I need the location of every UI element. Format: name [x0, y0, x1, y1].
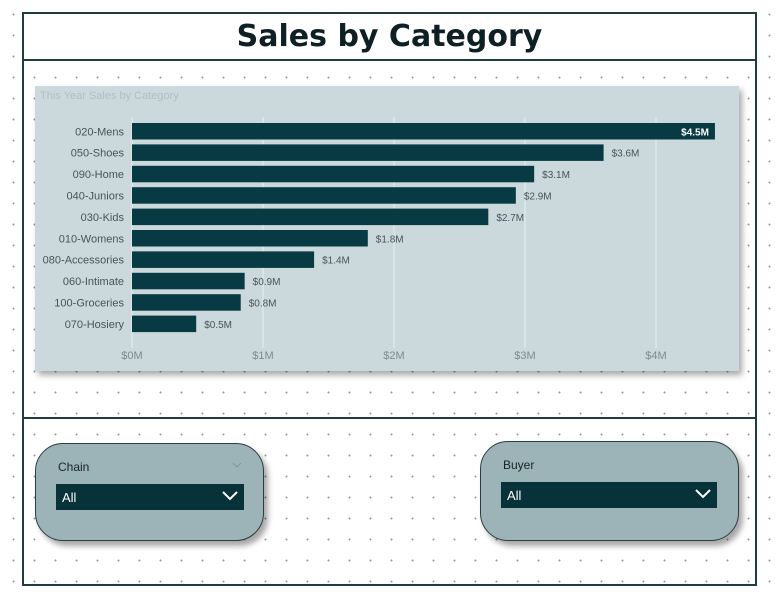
page-title: Sales by Category [236, 19, 543, 54]
divider-bottom [22, 417, 757, 419]
category-label: 090-Home [73, 169, 124, 181]
category-label: 030-Kids [81, 212, 125, 224]
bar[interactable] [132, 230, 368, 247]
category-label: 070-Hosiery [65, 319, 125, 331]
bar-chart-visual[interactable]: This Year Sales by Category 020-Mens $4.5… [35, 86, 739, 371]
data-label: $2.7M [496, 213, 524, 224]
chain-slicer-label: Chain [58, 460, 90, 474]
buyer-dropdown-value: All [507, 487, 522, 503]
data-label: $0.8M [249, 298, 277, 309]
x-tick-label: $0M [121, 350, 142, 362]
data-label: $2.9M [524, 191, 552, 202]
bar[interactable] [132, 208, 489, 226]
data-label: $1.8M [376, 234, 404, 245]
buyer-dropdown[interactable]: All [501, 482, 717, 508]
chain-slicer[interactable]: Chain All [35, 443, 264, 541]
bar[interactable] [132, 272, 245, 290]
category-label: 100-Groceries [54, 297, 124, 309]
bar[interactable] [132, 123, 715, 140]
data-label: $1.4M [322, 256, 350, 267]
bar[interactable] [132, 165, 535, 183]
bar-chart: 020-Mens $4.5M 050-Shoes $3.6M 090-Home $3.1M… [43, 117, 715, 362]
divider-top [22, 59, 757, 61]
category-label: 020-Mens [75, 126, 124, 138]
chevron-down-icon [232, 462, 242, 468]
chain-dropdown-value: All [62, 489, 77, 505]
x-tick-label: $2M [383, 350, 404, 362]
data-label: $0.5M [204, 320, 232, 331]
buyer-slicer-label: Buyer [503, 458, 535, 472]
data-label: $0.9M [253, 277, 281, 288]
category-label: 050-Shoes [71, 148, 125, 160]
bar[interactable] [132, 187, 516, 204]
bar[interactable] [132, 144, 604, 161]
chevron-down-icon [695, 489, 711, 499]
x-tick-label: $4M [645, 350, 666, 362]
category-label: 080-Accessories [43, 255, 125, 267]
bar[interactable] [132, 315, 197, 333]
category-label: 010-Womens [59, 233, 125, 245]
data-label: $3.6M [612, 149, 640, 160]
buyer-slicer[interactable]: Buyer All [480, 441, 739, 541]
data-label: $3.1M [542, 170, 570, 181]
data-label: $4.5M [681, 127, 709, 138]
bar[interactable] [132, 251, 315, 268]
category-label: 040-Juniors [67, 190, 125, 202]
title-band [24, 14, 755, 59]
chart-title: This Year Sales by Category [40, 90, 179, 102]
chain-dropdown[interactable]: All [56, 484, 244, 510]
bar[interactable] [132, 294, 241, 311]
chevron-down-icon [222, 491, 238, 501]
report-frame [22, 12, 757, 586]
category-label: 060-Intimate [63, 276, 124, 288]
x-tick-label: $1M [252, 350, 273, 362]
x-tick-label: $3M [514, 350, 535, 362]
